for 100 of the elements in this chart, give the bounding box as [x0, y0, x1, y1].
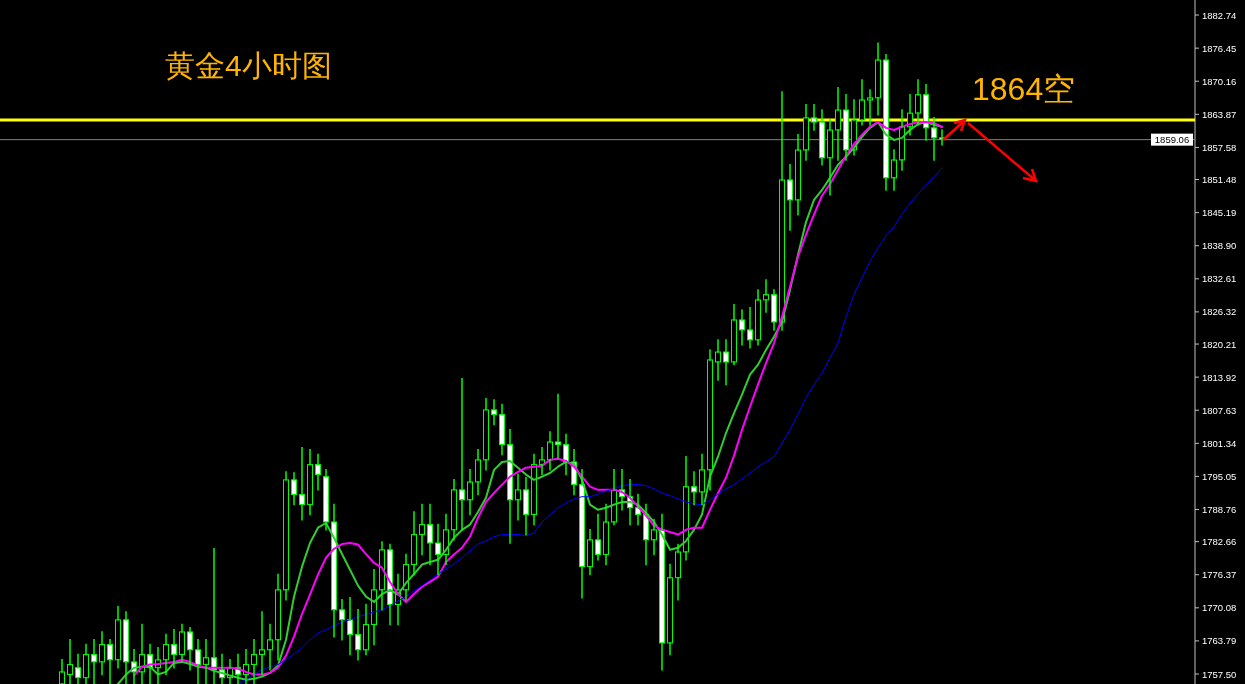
- candlestick: [315, 453, 321, 491]
- candlestick: [75, 653, 81, 684]
- candlestick: [259, 611, 265, 676]
- candlestick: [523, 477, 529, 536]
- text: 黄金4小时图: [165, 49, 332, 82]
- y-tick-label: 1801.34: [1202, 437, 1237, 449]
- candlestick: [419, 503, 425, 556]
- candlestick: [651, 519, 657, 556]
- candlestick: [459, 378, 465, 531]
- y-tick-label: 1807.63: [1202, 404, 1237, 416]
- candlestick: [331, 503, 337, 638]
- y-tick-label: 1782.66: [1202, 536, 1237, 548]
- candlestick: [339, 599, 345, 641]
- candlestick: [771, 289, 777, 331]
- candlestick: [435, 523, 441, 576]
- candlestick: [667, 563, 673, 656]
- candlestick: [283, 471, 289, 601]
- candlestick: [547, 431, 553, 471]
- candlestick: [379, 541, 385, 611]
- y-tick-label: 1832.61: [1202, 273, 1237, 285]
- candlestick: [603, 503, 609, 566]
- candlestick: [731, 303, 737, 366]
- candlestick: [483, 398, 489, 471]
- line-series: [237, 167, 943, 684]
- candlestick: [811, 103, 817, 131]
- candlestick: [915, 79, 921, 126]
- candlestick: [323, 469, 329, 531]
- candlestick: [531, 453, 537, 526]
- candlestick: [171, 629, 177, 669]
- candlestick: [659, 513, 665, 671]
- candlestick: [675, 543, 681, 601]
- candlestick: [923, 83, 929, 141]
- candlestick: [355, 609, 361, 661]
- y-tick-label: 1857.58: [1202, 141, 1237, 153]
- y-tick-label: 1795.05: [1202, 470, 1237, 482]
- candlestick: [499, 403, 505, 456]
- y-tick-label: 1770.08: [1202, 602, 1237, 614]
- candlestick: [843, 93, 849, 161]
- candlestick: [179, 623, 185, 661]
- candlestick: [699, 453, 705, 506]
- candlestick: [91, 639, 97, 684]
- candlestick: [107, 639, 113, 684]
- candlestick: [515, 473, 521, 521]
- y-tick-label: 1820.21: [1202, 338, 1237, 350]
- candlestick: [875, 42, 881, 116]
- candlestick: [795, 133, 801, 216]
- candlestick: [779, 91, 785, 331]
- candlestick: [363, 603, 369, 656]
- y-tick-label: 1863.87: [1202, 108, 1237, 120]
- candlestick: [59, 659, 65, 684]
- candlestick: [427, 503, 433, 566]
- candlestick: [763, 279, 769, 313]
- candlestick: [187, 626, 193, 671]
- candlestick: [891, 149, 897, 191]
- y-tick-label: 1776.37: [1202, 569, 1237, 581]
- candlestick: [491, 399, 497, 426]
- candlestick: [683, 455, 689, 561]
- candlestick: [827, 119, 833, 196]
- candlestick: [595, 513, 601, 561]
- candlestick: [579, 469, 585, 599]
- candlestick: [451, 479, 457, 541]
- y-tick-label: 1870.16: [1202, 75, 1237, 87]
- y-tick-label: 1851.48: [1202, 174, 1237, 186]
- candlestick: [467, 469, 473, 516]
- candlestick: [203, 639, 209, 684]
- y-tick-label: 1813.92: [1202, 371, 1237, 383]
- candlestick: [251, 639, 257, 684]
- text: 1864空: [972, 71, 1076, 107]
- y-tick-label: 1788.76: [1202, 504, 1237, 516]
- candlestick: [787, 163, 793, 231]
- candlestick: [275, 573, 281, 661]
- candlestick: [931, 117, 937, 161]
- y-tick-label: 1882.74: [1202, 9, 1237, 21]
- candlestick: [299, 447, 305, 521]
- candlestick: [739, 309, 745, 346]
- candlestick: [755, 289, 761, 346]
- candlestick: [803, 103, 809, 161]
- candlestick: [723, 339, 729, 386]
- candlestick: [507, 429, 513, 544]
- candlestick: [475, 449, 481, 496]
- candlestick: [195, 639, 201, 684]
- candlestick: [267, 623, 273, 671]
- y-tick-label: 1838.90: [1202, 240, 1237, 252]
- candlestick: [883, 53, 889, 191]
- candlestick: [835, 87, 841, 161]
- candlestick: [747, 307, 753, 349]
- candlestick: [307, 449, 313, 516]
- candlestick: [691, 471, 697, 506]
- candlestick: [347, 596, 353, 656]
- candlestick: [83, 643, 89, 684]
- candlestick: [715, 339, 721, 381]
- candlestick: [411, 511, 417, 576]
- y-tick-label: 1876.45: [1202, 42, 1237, 54]
- candlestick: [587, 529, 593, 576]
- candlestick: [123, 611, 129, 684]
- candlestick: [99, 631, 105, 676]
- y-tick-label: 1845.19: [1202, 207, 1237, 219]
- candlestick: [67, 639, 73, 684]
- candlestick: [859, 79, 865, 126]
- y-tick-label: 1763.79: [1202, 635, 1237, 647]
